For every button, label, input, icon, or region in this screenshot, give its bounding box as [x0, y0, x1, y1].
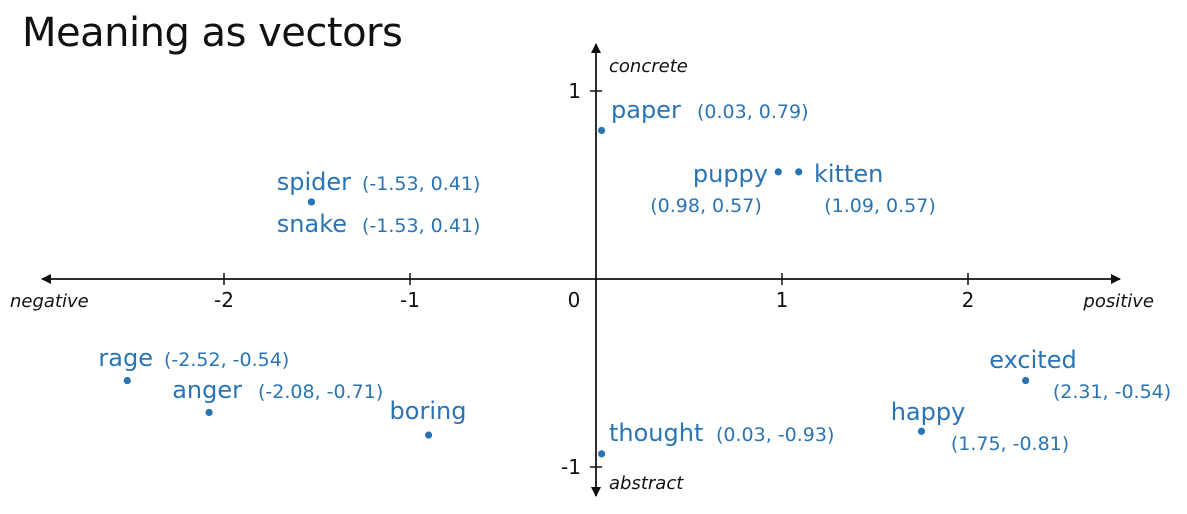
page-title: Meaning as vectors: [22, 10, 403, 56]
data-point-dot: [425, 431, 433, 439]
point-paper: paper (0.03, 0.79): [597, 96, 809, 135]
point-boring: boring: [390, 397, 467, 439]
data-point-dot: [597, 126, 606, 135]
x-axis-negative-label: negative: [10, 291, 89, 312]
point-coordinate-label: (0.03, 0.79): [697, 101, 809, 123]
data-point-dot: [123, 376, 131, 385]
point-coordinate-label: (0.98, 0.57): [650, 195, 762, 217]
point-spider: spider (-1.53, 0.41): [277, 168, 480, 206]
point-coordinate-label: (-2.52, -0.54): [164, 349, 289, 371]
y-tick-label: 1: [568, 79, 581, 103]
point-coordinate-label: (2.31, -0.54): [1053, 381, 1171, 403]
y-axis-positive-label: concrete: [609, 56, 688, 77]
x-tick-label: 0: [568, 288, 581, 312]
point-coordinate-label: (-1.53, 0.41): [362, 215, 480, 237]
point-word-label: kitten: [814, 160, 883, 188]
point-word-label: puppy: [693, 160, 768, 188]
x-tick-label: 1: [776, 288, 789, 312]
point-thought: thought (0.03, -0.93): [597, 419, 834, 458]
point-word-label: snake: [277, 210, 347, 238]
point-word-label: happy: [891, 398, 966, 426]
data-point-dot: [917, 427, 926, 435]
point-word-label: rage: [98, 344, 153, 372]
point-puppy: puppy (0.98, 0.57): [650, 160, 782, 217]
point-word-label: spider: [277, 168, 351, 196]
data-point-dot: [795, 168, 803, 176]
point-excited: excited (2.31, -0.54): [989, 346, 1171, 403]
point-happy: happy (1.75, -0.81): [891, 398, 1069, 455]
point-word-label: paper: [611, 96, 681, 124]
x-tick-label: 2: [962, 288, 975, 312]
data-point-dot: [1022, 376, 1030, 385]
x-tick-label: -1: [400, 288, 420, 312]
y-tick-label: -1: [561, 455, 581, 479]
x-tick-label: -2: [214, 288, 234, 312]
point-snake: snake (-1.53, 0.41): [277, 198, 480, 238]
x-axis-positive-label: positive: [1082, 291, 1154, 312]
point-word-label: excited: [989, 346, 1076, 374]
data-point-dot: [597, 450, 606, 458]
point-word-label: anger: [172, 376, 242, 404]
point-kitten: kitten (1.09, 0.57): [795, 160, 936, 217]
point-word-label: boring: [390, 397, 467, 425]
point-word-label: thought: [609, 419, 703, 447]
point-coordinate-label: (1.09, 0.57): [824, 195, 936, 217]
data-point-dot: [205, 408, 213, 417]
point-coordinate-label: (1.75, -0.81): [951, 433, 1069, 455]
point-coordinate-label: (0.03, -0.93): [716, 424, 834, 446]
point-coordinate-label: (-2.08, -0.71): [258, 381, 383, 403]
data-point-dot: [774, 168, 782, 176]
point-anger: anger (-2.08, -0.71): [172, 376, 383, 417]
data-point-dot: [307, 198, 316, 206]
point-coordinate-label: (-1.53, 0.41): [362, 173, 480, 195]
point-rage: rage (-2.52, -0.54): [98, 344, 289, 385]
y-axis-negative-label: abstract: [609, 473, 684, 494]
